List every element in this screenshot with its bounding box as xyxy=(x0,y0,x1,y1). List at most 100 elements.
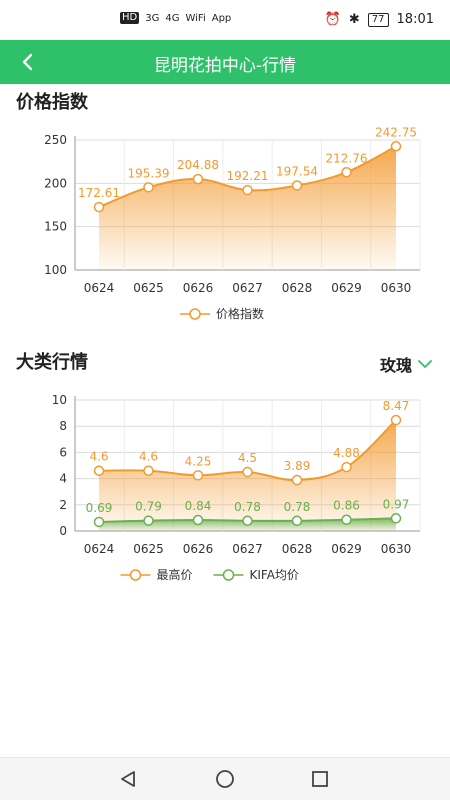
page-title: 昆明花拍中心-行情 xyxy=(153,56,297,76)
data-point xyxy=(143,465,154,476)
app-icon: App xyxy=(211,12,232,24)
hd-badge: HD xyxy=(120,12,140,24)
price-index-title: 价格指数 xyxy=(16,92,88,113)
home-circle-icon xyxy=(216,770,234,788)
data-point xyxy=(143,182,154,193)
data-label: 4.6 xyxy=(139,450,158,464)
x-tick-label: 0624 xyxy=(84,281,115,295)
y-tick-label: 8 xyxy=(59,419,67,433)
system-nav-bar xyxy=(0,757,450,800)
nav-recents-button[interactable] xyxy=(308,767,332,791)
x-tick-label: 0628 xyxy=(282,281,313,295)
nav-back-button[interactable] xyxy=(116,767,140,791)
alarm-icon: ⏰ xyxy=(324,12,341,27)
category-select-value: 玫瑰 xyxy=(379,356,412,375)
y-tick-label: 250 xyxy=(44,133,67,147)
data-point xyxy=(390,513,402,524)
signal-3g-icon: 3G xyxy=(145,12,160,24)
data-point xyxy=(242,515,253,527)
y-tick-label: 200 xyxy=(44,176,67,190)
chevron-down-icon xyxy=(418,360,432,368)
data-label: 0.69 xyxy=(86,501,113,515)
data-point xyxy=(291,474,303,486)
x-tick-label: 0629 xyxy=(331,542,362,556)
data-label: 0.78 xyxy=(284,500,311,514)
data-label: 4.6 xyxy=(89,450,108,464)
nav-home-button[interactable] xyxy=(213,767,237,791)
x-tick-label: 0625 xyxy=(133,281,164,295)
data-point xyxy=(390,141,402,152)
data-point xyxy=(341,514,352,525)
category-select[interactable]: 玫瑰 xyxy=(380,352,432,376)
legend-label[interactable]: 最高价 xyxy=(157,567,193,582)
chevron-left-icon xyxy=(22,53,33,71)
status-bar: HD 3G 4G WiFi App ⏰ ✱ 77 18:01 xyxy=(0,0,450,40)
status-left: HD 3G 4G WiFi App xyxy=(120,12,231,24)
bluetooth-icon: ✱ xyxy=(348,12,360,27)
data-point xyxy=(93,201,105,213)
legend-label[interactable]: KIFA均价 xyxy=(250,568,299,582)
data-label: 172.61 xyxy=(78,186,120,200)
data-label: 0.78 xyxy=(234,500,261,514)
data-label: 8.47 xyxy=(383,399,410,413)
status-right: ⏰ ✱ 77 18:01 xyxy=(325,12,434,27)
back-button[interactable] xyxy=(14,48,42,76)
recents-square-icon xyxy=(312,771,328,787)
x-tick-label: 0626 xyxy=(183,542,214,556)
price-index-chart: 100 150 200 250 0624 0625 0626 0627 0628 0629 0630… xyxy=(44,125,421,321)
data-point xyxy=(291,180,303,191)
y-tick-label: 150 xyxy=(44,220,67,234)
x-tick-label: 0626 xyxy=(183,281,214,295)
data-point xyxy=(390,414,402,426)
legend-swatch-marker xyxy=(129,569,142,581)
data-label: 4.88 xyxy=(333,446,360,460)
wifi-icon: WiFi xyxy=(185,12,206,24)
x-tick-label: 0625 xyxy=(133,542,164,556)
data-label: 242.75 xyxy=(375,125,417,139)
data-label: 0.79 xyxy=(135,500,162,514)
y-tick-label: 6 xyxy=(59,445,67,459)
x-tick-label: 0627 xyxy=(232,542,263,556)
app-header: 昆明花拍中心-行情 xyxy=(0,40,450,84)
series-area xyxy=(99,146,396,270)
y-tick-label: 0 xyxy=(59,524,67,538)
clock: 18:01 xyxy=(396,12,434,27)
data-point xyxy=(143,515,154,526)
x-tick-label: 0627 xyxy=(232,281,263,295)
data-label: 197.54 xyxy=(276,164,318,178)
data-label: 204.88 xyxy=(177,158,219,172)
data-label: 3.89 xyxy=(284,459,311,473)
data-point xyxy=(291,515,303,527)
data-label: 195.39 xyxy=(128,166,170,180)
y-tick-label: 4 xyxy=(59,472,67,486)
data-point xyxy=(242,466,253,478)
x-tick-label: 0629 xyxy=(331,281,362,295)
data-point xyxy=(192,514,204,526)
data-point xyxy=(93,465,105,476)
legend-swatch-marker xyxy=(189,308,201,320)
back-triangle-icon xyxy=(121,771,135,787)
data-label: 0.84 xyxy=(185,499,212,513)
data-point xyxy=(192,173,204,185)
category-market-title: 大类行情 xyxy=(16,352,88,373)
data-label: 192.21 xyxy=(227,169,269,183)
data-point xyxy=(242,184,253,196)
data-point xyxy=(341,167,352,178)
battery-indicator: 77 xyxy=(367,12,389,27)
legend-label[interactable]: 价格指数 xyxy=(216,306,264,321)
data-point xyxy=(192,470,204,481)
data-label: 212.76 xyxy=(326,151,368,165)
data-point xyxy=(341,461,352,473)
data-label: 0.97 xyxy=(383,497,410,511)
x-tick-label: 0628 xyxy=(282,542,313,556)
data-label: 4.5 xyxy=(238,451,257,465)
y-tick-label: 10 xyxy=(52,393,67,407)
x-tick-label: 0624 xyxy=(84,542,115,556)
signal-4g-icon: 4G xyxy=(165,12,180,24)
data-label: 4.25 xyxy=(185,454,212,468)
data-label: 0.86 xyxy=(333,499,360,513)
y-tick-label: 2 xyxy=(59,498,67,512)
y-tick-label: 100 xyxy=(44,263,67,277)
data-point xyxy=(93,516,105,528)
x-tick-label: 0630 xyxy=(381,542,412,556)
